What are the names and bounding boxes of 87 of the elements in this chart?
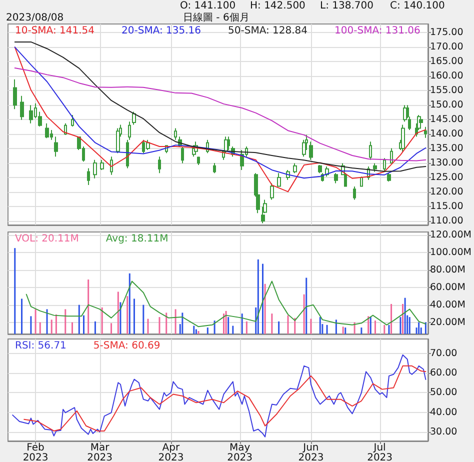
candlestick — [197, 156, 200, 166]
x-tick-label: Jun 2023 — [298, 442, 324, 462]
line-series — [14, 68, 426, 162]
y-tick-label: 155.00 — [430, 85, 464, 96]
candlestick — [132, 111, 136, 126]
candlestick — [302, 139, 306, 158]
candlestick — [373, 162, 377, 172]
y-tick-label: 30.00 — [430, 426, 458, 438]
x-tick-label: Feb 2023 — [22, 442, 48, 462]
text: 2023/08/08 — [6, 12, 64, 24]
candlestick — [334, 172, 338, 184]
line-series — [26, 280, 426, 328]
candlestick — [424, 126, 427, 138]
y-tick-label: 20.00M — [430, 316, 466, 328]
candlestick — [93, 159, 97, 179]
candlestick — [126, 139, 129, 169]
candlestick — [309, 141, 313, 160]
text: RSI: 56.71 — [15, 340, 66, 352]
y-tick-label: 40.00 — [430, 406, 458, 418]
text: 20-SMA: 135.16 — [122, 26, 202, 36]
y-tick-label: 50.00 — [430, 387, 458, 398]
text: H: 142.500 — [250, 0, 306, 12]
text: O: 141.100 — [180, 0, 236, 12]
candlestick — [100, 159, 104, 170]
y-tick-label: 135.00 — [430, 143, 464, 154]
y-tick-label: 160.00 — [430, 70, 464, 82]
y-tick-label: 40.00M — [430, 299, 466, 310]
y-tick-label: 130.00 — [430, 158, 464, 169]
x-tick-label: Apr 2023 — [158, 442, 184, 462]
candlestick — [213, 162, 216, 174]
candlestick — [174, 128, 177, 140]
y-tick-label: 175.00 — [430, 27, 464, 38]
candlestick — [71, 114, 74, 128]
y-tick-label: 170.00 — [430, 42, 464, 53]
x-tick-label: Mar 2023 — [87, 442, 113, 462]
candlestick — [13, 78, 17, 110]
candlestick — [64, 122, 67, 136]
candlestick — [146, 139, 150, 150]
y-tick-label: 120.00M — [430, 229, 472, 240]
candlestick — [20, 95, 24, 120]
candlestick — [390, 148, 393, 164]
candlestick — [110, 156, 113, 176]
line-series — [12, 354, 426, 438]
line-series — [24, 365, 426, 432]
candlestick — [45, 122, 49, 139]
y-tick-label: 125.00 — [430, 172, 464, 183]
candlestick — [383, 158, 386, 172]
candlestick — [270, 182, 274, 200]
y-tick-label: 110.00 — [430, 215, 464, 226]
candlestick — [387, 172, 391, 182]
y-tick-label: 150.00 — [430, 100, 464, 111]
candlestick — [116, 128, 120, 154]
candlestick — [401, 124, 405, 152]
y-tick-label: 100.00M — [430, 246, 472, 258]
candlestick — [227, 136, 230, 150]
candlestick — [29, 104, 33, 124]
x-tick-label: Jul 2023 — [367, 442, 393, 462]
text: L: 138.700 — [320, 0, 374, 12]
y-tick-label: 60.00M — [430, 282, 466, 293]
y-tick-label: 80.00M — [430, 264, 466, 276]
text: C: 140.100 — [390, 0, 445, 12]
y-tick-label: 140.00 — [430, 128, 464, 140]
candlestick — [158, 156, 161, 174]
candlestick — [360, 176, 363, 187]
series-label: 10-SMA: 141.54 — [15, 26, 95, 36]
candlestick — [369, 141, 372, 160]
candlestick — [54, 136, 58, 158]
series-label: VOL: 20.11M — [15, 234, 79, 244]
y-tick-label: 120.00 — [430, 186, 464, 198]
y-tick-label: 70.00 — [430, 348, 458, 359]
y-tick-label: 115.00 — [430, 200, 464, 212]
candlestick — [318, 164, 322, 174]
candlestick — [353, 186, 356, 200]
y-tick-label: 60.00 — [430, 368, 458, 378]
candlestick — [128, 121, 131, 140]
text: 5-SMA: 60.69 — [93, 340, 160, 352]
candlestick — [293, 162, 297, 174]
text: Avg: 18.11M — [106, 234, 168, 244]
chart-title: 日線圖 - 6個月 — [183, 12, 250, 24]
text: 100-SMA: 131.06 — [334, 26, 420, 36]
text: 50-SMA: 128.84 — [228, 26, 308, 36]
y-tick-label: 165.00 — [430, 56, 464, 68]
x-tick-label: May 2023 — [227, 442, 253, 462]
y-tick-label: 145.00 — [430, 114, 464, 126]
candlestick — [277, 172, 281, 187]
candlestick — [181, 146, 184, 164]
candlestick — [87, 168, 90, 186]
